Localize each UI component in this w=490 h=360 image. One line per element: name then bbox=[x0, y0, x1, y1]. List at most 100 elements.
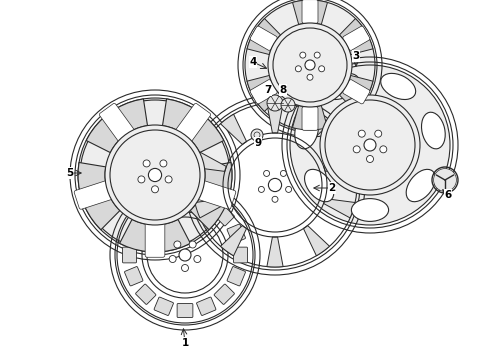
Circle shape bbox=[358, 130, 365, 137]
Circle shape bbox=[295, 66, 301, 72]
FancyBboxPatch shape bbox=[177, 303, 193, 318]
Circle shape bbox=[258, 186, 265, 192]
FancyBboxPatch shape bbox=[174, 103, 211, 144]
Circle shape bbox=[375, 130, 382, 137]
Circle shape bbox=[268, 23, 352, 107]
Polygon shape bbox=[120, 219, 191, 252]
Ellipse shape bbox=[421, 112, 445, 149]
FancyBboxPatch shape bbox=[250, 80, 277, 104]
FancyBboxPatch shape bbox=[227, 224, 245, 243]
Polygon shape bbox=[195, 199, 226, 218]
Text: 1: 1 bbox=[181, 338, 189, 348]
Polygon shape bbox=[323, 152, 355, 171]
Circle shape bbox=[110, 130, 200, 220]
Polygon shape bbox=[340, 19, 373, 55]
Polygon shape bbox=[247, 76, 281, 112]
Circle shape bbox=[325, 100, 415, 190]
Polygon shape bbox=[340, 76, 373, 112]
Circle shape bbox=[380, 146, 387, 153]
Circle shape bbox=[169, 256, 176, 262]
Text: 9: 9 bbox=[254, 138, 262, 148]
Circle shape bbox=[281, 98, 295, 112]
Circle shape bbox=[181, 265, 189, 271]
Circle shape bbox=[179, 249, 191, 261]
Circle shape bbox=[194, 256, 201, 262]
Circle shape bbox=[307, 74, 313, 80]
Circle shape bbox=[314, 52, 320, 58]
Polygon shape bbox=[293, 0, 327, 24]
Polygon shape bbox=[163, 99, 224, 153]
Text: 3: 3 bbox=[352, 51, 360, 61]
FancyBboxPatch shape bbox=[154, 297, 173, 315]
Circle shape bbox=[353, 146, 360, 153]
FancyBboxPatch shape bbox=[343, 80, 370, 104]
FancyBboxPatch shape bbox=[250, 26, 277, 50]
FancyBboxPatch shape bbox=[227, 266, 245, 286]
Circle shape bbox=[151, 186, 158, 193]
Text: 7: 7 bbox=[264, 85, 271, 95]
FancyBboxPatch shape bbox=[343, 26, 370, 50]
FancyBboxPatch shape bbox=[195, 180, 236, 209]
FancyBboxPatch shape bbox=[136, 284, 156, 305]
FancyBboxPatch shape bbox=[122, 247, 137, 263]
Polygon shape bbox=[247, 19, 281, 55]
Circle shape bbox=[364, 139, 376, 151]
Text: 8: 8 bbox=[279, 85, 287, 95]
Circle shape bbox=[143, 160, 150, 167]
Polygon shape bbox=[323, 199, 355, 218]
FancyBboxPatch shape bbox=[234, 247, 247, 263]
Text: 6: 6 bbox=[444, 190, 452, 200]
Circle shape bbox=[138, 176, 145, 183]
Circle shape bbox=[267, 95, 283, 111]
Polygon shape bbox=[190, 162, 232, 230]
FancyBboxPatch shape bbox=[154, 194, 173, 213]
Circle shape bbox=[148, 168, 162, 181]
Polygon shape bbox=[267, 237, 283, 267]
FancyBboxPatch shape bbox=[136, 206, 156, 226]
Text: 2: 2 bbox=[328, 183, 336, 193]
Ellipse shape bbox=[406, 169, 436, 202]
Circle shape bbox=[320, 95, 420, 195]
FancyBboxPatch shape bbox=[302, 107, 318, 130]
FancyBboxPatch shape bbox=[177, 193, 193, 207]
Ellipse shape bbox=[351, 199, 389, 221]
Text: 5: 5 bbox=[66, 168, 74, 178]
Polygon shape bbox=[293, 105, 327, 130]
FancyBboxPatch shape bbox=[214, 206, 234, 226]
FancyBboxPatch shape bbox=[214, 284, 234, 305]
Circle shape bbox=[434, 168, 457, 192]
Circle shape bbox=[273, 28, 347, 102]
Ellipse shape bbox=[381, 73, 416, 99]
Circle shape bbox=[245, 0, 375, 130]
Polygon shape bbox=[267, 103, 283, 133]
Polygon shape bbox=[195, 152, 226, 171]
Circle shape bbox=[367, 156, 373, 162]
Polygon shape bbox=[303, 114, 329, 144]
FancyBboxPatch shape bbox=[302, 0, 318, 23]
FancyBboxPatch shape bbox=[99, 103, 136, 144]
FancyBboxPatch shape bbox=[124, 224, 143, 243]
Circle shape bbox=[269, 179, 282, 192]
Circle shape bbox=[300, 52, 306, 58]
Ellipse shape bbox=[324, 73, 359, 99]
Circle shape bbox=[189, 241, 196, 248]
Circle shape bbox=[105, 125, 205, 225]
Circle shape bbox=[305, 60, 315, 70]
Text: 4: 4 bbox=[249, 57, 257, 67]
Circle shape bbox=[251, 129, 263, 141]
FancyBboxPatch shape bbox=[196, 194, 216, 213]
FancyBboxPatch shape bbox=[124, 266, 143, 286]
Polygon shape bbox=[303, 225, 329, 256]
Circle shape bbox=[272, 196, 278, 202]
Polygon shape bbox=[86, 99, 147, 153]
FancyBboxPatch shape bbox=[74, 180, 115, 209]
FancyBboxPatch shape bbox=[145, 220, 165, 257]
Circle shape bbox=[160, 160, 167, 167]
Circle shape bbox=[286, 186, 292, 192]
Circle shape bbox=[264, 170, 270, 176]
Ellipse shape bbox=[305, 169, 334, 202]
Polygon shape bbox=[220, 225, 246, 256]
Circle shape bbox=[78, 98, 232, 252]
Ellipse shape bbox=[295, 112, 319, 149]
Circle shape bbox=[318, 66, 325, 72]
